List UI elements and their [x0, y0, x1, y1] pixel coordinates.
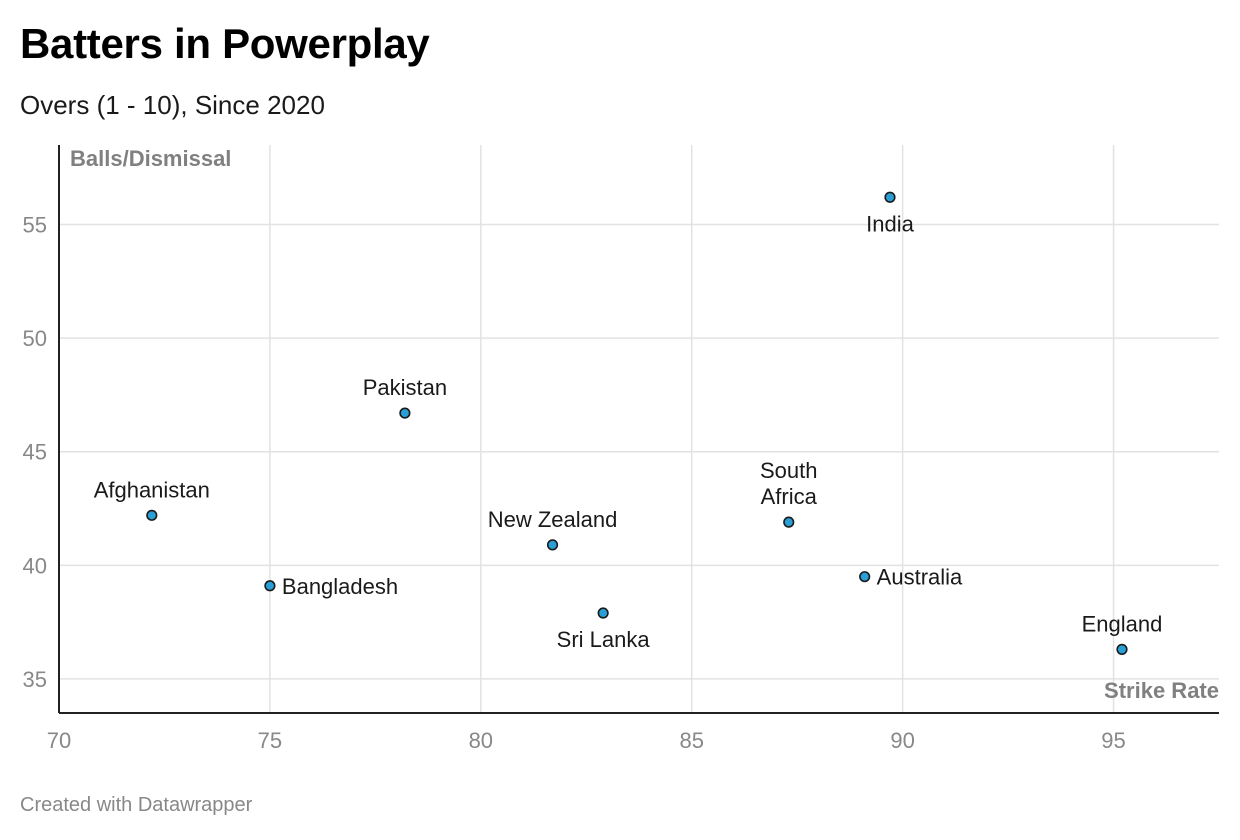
- point-label: Pakistan: [363, 375, 447, 400]
- point-label: Afghanistan: [94, 477, 210, 502]
- point-label: England: [1082, 611, 1163, 636]
- point-label: Sri Lanka: [557, 627, 651, 652]
- y-axis-title: Balls/Dismissal: [70, 146, 231, 171]
- x-tick-label: 70: [47, 728, 71, 753]
- x-tick-label: 95: [1101, 728, 1125, 753]
- axes: 35 40 45 50 55 70 75 80 85 90 95: [23, 145, 1219, 753]
- x-tick-label: 90: [890, 728, 914, 753]
- point-labels: India Pakistan Afghanistan New Zealand South…: [94, 211, 1163, 652]
- data-point[interactable]: [546, 539, 559, 551]
- x-tick-label: 85: [679, 728, 703, 753]
- y-tick-label: 50: [23, 326, 47, 351]
- data-point[interactable]: [859, 571, 871, 583]
- point-label: South Africa: [760, 458, 818, 509]
- y-tick-label: 55: [23, 213, 47, 238]
- point-label: India: [866, 211, 914, 236]
- data-point[interactable]: [1116, 643, 1128, 655]
- x-axis-title: Strike Rate: [1104, 678, 1219, 703]
- y-tick-label: 45: [23, 440, 47, 465]
- x-tick-label: 75: [258, 728, 282, 753]
- point-label-line: Africa: [761, 484, 818, 509]
- data-point[interactable]: [597, 607, 609, 619]
- data-point[interactable]: [399, 407, 411, 419]
- data-point[interactable]: [884, 191, 896, 203]
- footer-credit: Created with Datawrapper: [20, 794, 253, 816]
- data-points: [146, 191, 1128, 655]
- chart-subtitle: Overs (1 - 10), Since 2020: [20, 90, 325, 120]
- data-point[interactable]: [146, 509, 158, 521]
- point-label: Australia: [877, 565, 963, 590]
- data-point[interactable]: [783, 516, 795, 528]
- chart-title: Batters in Powerplay: [20, 20, 430, 67]
- point-label: Bangladesh: [282, 574, 398, 599]
- y-tick-label: 35: [23, 667, 47, 692]
- y-tick-label: 40: [23, 553, 47, 578]
- point-label-line: South: [760, 458, 818, 483]
- data-point[interactable]: [264, 580, 276, 592]
- point-label: New Zealand: [488, 507, 618, 532]
- x-tick-label: 80: [469, 728, 493, 753]
- grid-lines: [59, 145, 1219, 713]
